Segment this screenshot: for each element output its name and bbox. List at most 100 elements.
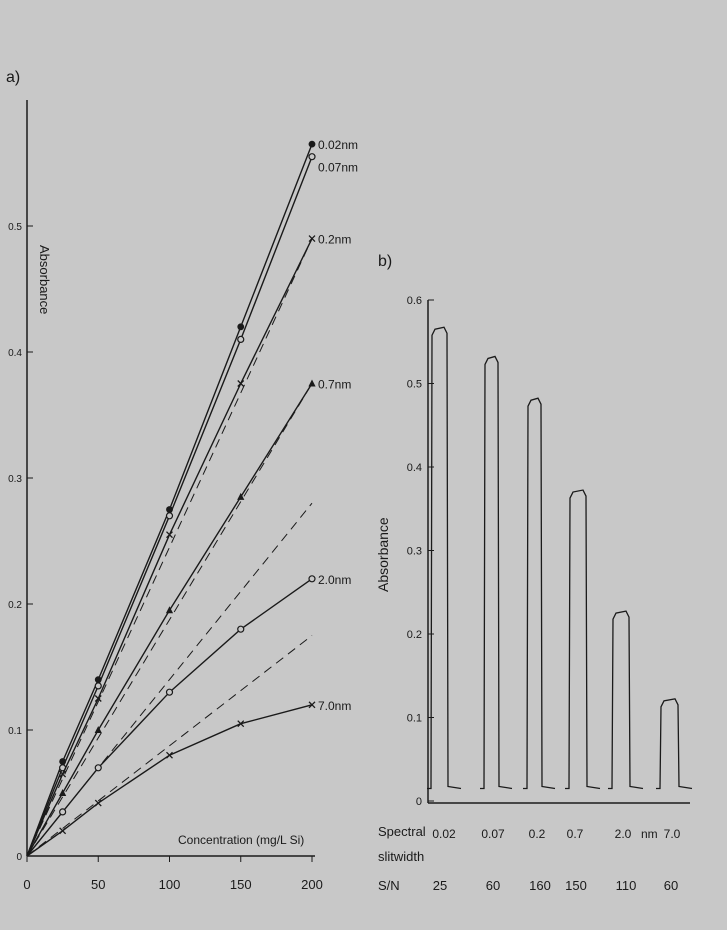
a-point xyxy=(237,625,245,633)
b-sn-value: 160 xyxy=(529,878,551,893)
b-peak-0: 0.02 25 xyxy=(427,326,462,893)
b-y-tick-label: 0.6 xyxy=(407,295,422,307)
panel-b-peaks: 0.02 25 0.07 60 0.2 160 0.7 150 2.0 110 7.0 60 xyxy=(427,326,693,893)
panel-a-label: a) xyxy=(6,69,20,86)
a-point xyxy=(308,379,316,387)
a-point xyxy=(165,512,174,520)
a-series-3: 0.7nm xyxy=(26,378,351,857)
panel-a: a) Absorbance Concentration (mg/L Si) 0 5… xyxy=(6,69,358,892)
sn-row-label: S/N xyxy=(378,878,400,893)
panel-b-ylabel: Absorbance xyxy=(375,517,391,592)
a-dashed-line xyxy=(26,238,313,857)
a-series-4: 2.0nm xyxy=(26,573,351,857)
b-sn-value: 60 xyxy=(486,878,500,893)
b-peak-trace xyxy=(480,355,513,790)
b-y-tick-label: 0.1 xyxy=(407,713,422,725)
a-x-tick-label: 200 xyxy=(301,877,323,892)
a-series-line xyxy=(26,704,313,857)
a-point xyxy=(59,827,67,835)
a-point xyxy=(94,682,102,690)
a-x-tick-label: 100 xyxy=(159,877,181,892)
a-series-label: 0.7nm xyxy=(318,378,351,392)
a-point xyxy=(237,720,245,728)
b-y-tick-label: 0.3 xyxy=(407,546,422,558)
a-point xyxy=(237,492,245,500)
a-point xyxy=(166,751,173,759)
a-point xyxy=(308,575,316,583)
a-point xyxy=(308,701,316,709)
b-peak-trace xyxy=(608,610,644,790)
b-sn-value: 25 xyxy=(433,878,447,893)
a-point xyxy=(59,789,67,796)
a-point xyxy=(237,380,245,387)
a-series-line xyxy=(26,578,313,857)
b-slit-label: 7.0 xyxy=(664,827,681,841)
a-point xyxy=(94,764,102,772)
a-x-tick-label: 150 xyxy=(230,877,252,892)
a-dashed-line xyxy=(26,383,313,857)
panel-a-xlabel: Concentration (mg/L Si) xyxy=(178,833,304,847)
b-slit-label: 2.0 xyxy=(615,827,632,841)
slit-row-label-line1: Spectral xyxy=(378,824,426,839)
b-slit-label: 0.02 xyxy=(432,827,456,841)
a-point xyxy=(165,688,174,696)
a-point xyxy=(308,153,316,161)
a-y-tick-label: 0.3 xyxy=(8,474,22,485)
a-series-line xyxy=(26,238,313,857)
a-series-label: 7.0nm xyxy=(318,699,351,713)
a-point xyxy=(237,335,245,343)
a-point xyxy=(94,799,102,807)
a-y-tick-label: 0.1 xyxy=(8,726,22,737)
b-slit-label: 0.7 xyxy=(567,827,584,841)
a-x-tick-label: 50 xyxy=(91,877,105,892)
panel-a-dashed-lines xyxy=(26,238,313,857)
b-sn-value: 150 xyxy=(565,878,587,893)
a-y-tick-label: 0.4 xyxy=(8,348,22,359)
panel-a-ylabel: Absorbance xyxy=(37,245,52,314)
b-peak-trace xyxy=(565,489,601,790)
a-series-1: 0.07nm xyxy=(26,153,358,857)
b-slit-label: 0.07 xyxy=(481,827,505,841)
a-point xyxy=(59,808,67,816)
a-point xyxy=(94,726,102,733)
a-series-label: 0.2nm xyxy=(318,233,351,247)
a-point xyxy=(94,695,102,702)
b-peak-1: 0.07 60 xyxy=(480,355,513,893)
a-series-line xyxy=(26,143,313,857)
a-point xyxy=(165,606,174,614)
b-peak-2: 0.2 160 xyxy=(523,397,556,893)
a-series-label: 0.02nm xyxy=(318,138,358,152)
panel-b-label: b) xyxy=(378,253,392,270)
b-peak-trace xyxy=(427,326,462,790)
b-peak-trace xyxy=(523,397,556,790)
b-peak-3: 0.7 150 xyxy=(565,489,601,893)
panel-b: b) Absorbance Spectral slitwidth S/N nm … xyxy=(375,253,693,893)
a-series-label: 0.07nm xyxy=(318,161,358,175)
b-sn-value: 110 xyxy=(616,878,637,893)
b-y-tick-label: 0.4 xyxy=(407,462,422,474)
a-dashed-line xyxy=(26,635,313,857)
a-point xyxy=(237,323,245,331)
b-y-tick-label: 0 xyxy=(416,796,422,808)
a-y-tick-label: 0.2 xyxy=(8,600,22,611)
b-sn-value: 60 xyxy=(664,878,678,893)
b-peak-5: 7.0 60 xyxy=(656,698,693,893)
a-point xyxy=(308,235,316,243)
panel-a-series: 0.02nm 0.07nm 0.2nm 0.7nm 2.0nm 7.0nm xyxy=(26,138,358,857)
a-y-tick-label: 0 xyxy=(16,852,22,863)
a-point xyxy=(59,770,67,778)
b-y-tick-label: 0.5 xyxy=(407,379,422,391)
b-peak-4: 2.0 110 xyxy=(608,610,644,893)
b-y-tick-label: 0.2 xyxy=(407,629,422,641)
a-series-line xyxy=(26,383,313,857)
panel-b-ticks: 0 0.1 0.2 0.3 0.4 0.5 0.6 xyxy=(407,295,434,808)
a-series-2: 0.2nm xyxy=(26,233,351,857)
a-y-tick-label: 0.5 xyxy=(8,222,22,233)
a-series-line xyxy=(26,156,313,857)
a-point xyxy=(308,140,316,148)
a-series-0: 0.02nm xyxy=(26,138,358,857)
slit-unit-label: nm xyxy=(641,827,658,841)
b-peak-trace xyxy=(656,698,693,790)
a-series-5: 7.0nm xyxy=(26,699,351,857)
